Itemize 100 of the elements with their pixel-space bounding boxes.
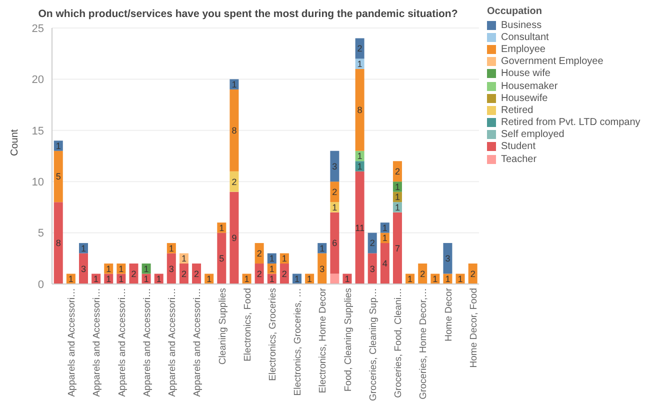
- bar: [330, 212, 340, 274]
- data-label: 11: [355, 222, 364, 233]
- x-tick-label: Apparels and Accessori…: [142, 288, 153, 397]
- data-label: 2: [357, 44, 362, 54]
- x-tick-label: Electronics, Groceries: [268, 288, 279, 381]
- data-label: 3: [80, 264, 86, 274]
- data-label: 2: [194, 268, 200, 279]
- x-tick-label: Apparels and Accessori…: [116, 288, 128, 397]
- data-label: 2: [282, 268, 287, 279]
- data-label: 1: [458, 274, 463, 284]
- data-label: 1: [232, 80, 237, 90]
- data-label: 8: [357, 105, 362, 116]
- data-label: 5: [56, 172, 61, 182]
- data-label: 1: [408, 274, 413, 284]
- y-tick-label: 25: [32, 22, 44, 35]
- data-label: 7: [394, 243, 400, 254]
- data-label: 1: [432, 274, 438, 284]
- data-label: 1: [168, 243, 174, 254]
- data-label: 1: [106, 274, 112, 284]
- data-label: 3: [445, 254, 450, 264]
- bar: [230, 89, 239, 172]
- y-tick-label: 15: [32, 125, 44, 138]
- x-tick-label: Groceries, Food, Cleani…: [393, 288, 404, 398]
- legend-title: Occupation: [487, 6, 544, 17]
- x-tick-label: Apparels and Accessori…: [92, 288, 103, 397]
- data-label: 9: [232, 233, 237, 244]
- data-label: 1: [106, 264, 112, 274]
- data-label: 1: [382, 233, 388, 244]
- x-tick-label: Home Decor, Food: [468, 288, 480, 368]
- data-label: 1: [206, 274, 212, 284]
- y-tick-label: 20: [32, 74, 44, 86]
- data-label: 8: [232, 126, 237, 136]
- data-label: 1: [307, 274, 312, 284]
- bar: [217, 232, 226, 284]
- data-label: 2: [256, 248, 262, 258]
- y-tick-label: 5: [38, 228, 44, 240]
- legend-label: Business: [501, 20, 542, 31]
- bar: [54, 150, 63, 202]
- data-label: 1: [269, 274, 274, 284]
- data-label: 1: [94, 274, 99, 284]
- data-label: 1: [294, 274, 300, 284]
- bar: [380, 243, 390, 284]
- x-tick-label: Cleaning Supplies: [217, 288, 228, 365]
- x-tick-label: Groceries, Cleaning Sup…: [368, 288, 379, 401]
- x-tick-label: Groceries, Home Decor,…: [418, 288, 430, 400]
- legend-label: Teacher: [501, 154, 537, 165]
- data-label: 6: [332, 238, 338, 248]
- legend-label: Student: [501, 141, 536, 152]
- data-label: 3: [320, 264, 325, 274]
- x-tick-label: Electronics, Groceries, …: [292, 288, 304, 396]
- legend-label: Consultant: [501, 32, 549, 43]
- data-label: 1: [320, 243, 325, 254]
- bar: [355, 68, 364, 151]
- x-tick-label: Electronics, Home Decor: [318, 288, 329, 394]
- data-label: 1: [357, 151, 362, 162]
- bar: [330, 182, 340, 202]
- data-label: 1: [394, 202, 400, 212]
- legend-label: Housewife: [501, 92, 548, 104]
- bar: [392, 161, 402, 182]
- x-tick-label: Apparels and Accessori…: [167, 288, 178, 397]
- chart-title: On which product/services have you spent the most during the pandemic situation?: [37, 8, 459, 20]
- data-label: 3: [332, 161, 338, 172]
- data-label: 2: [256, 268, 262, 279]
- x-tick-label: Apparels and Accessori…: [192, 288, 204, 397]
- data-label: 2: [470, 268, 476, 279]
- data-label: 3: [370, 264, 375, 274]
- data-label: 1: [144, 264, 149, 274]
- bar: [330, 274, 340, 284]
- legend-label: Self employed: [501, 129, 564, 140]
- data-label: 2: [181, 268, 186, 279]
- bar: [230, 171, 239, 192]
- data-label: 1: [282, 254, 287, 264]
- legend-label: Employee: [501, 44, 546, 55]
- bar: [368, 232, 377, 254]
- data-label: 8: [56, 238, 61, 248]
- x-tick-label: Electronics, Food: [242, 288, 254, 362]
- data-label: 4: [382, 258, 388, 269]
- y-tick-label: 10: [32, 176, 44, 189]
- data-label: 1: [357, 59, 362, 70]
- data-label: 2: [370, 238, 375, 248]
- bar: [230, 192, 239, 284]
- legend-label: House wife: [501, 68, 550, 80]
- data-label: 1: [181, 254, 186, 264]
- data-label: 1: [156, 274, 162, 284]
- legend-label: Retired: [501, 104, 534, 116]
- data-label: 1: [144, 274, 149, 284]
- y-tick-label: 0: [38, 278, 44, 291]
- bar: [166, 253, 176, 284]
- bar: [254, 243, 264, 264]
- bar: [54, 202, 63, 284]
- bar: [330, 150, 340, 182]
- bar: [318, 253, 327, 284]
- y-axis-title: Count: [10, 129, 21, 156]
- legend-label: Retired from Pvt. LTD company: [501, 117, 640, 128]
- data-label: 1: [80, 243, 86, 254]
- data-label: 1: [118, 274, 124, 284]
- data-label: 2: [131, 268, 136, 279]
- data-label: 1: [269, 254, 274, 264]
- data-label: 1: [357, 161, 362, 172]
- data-label: 1: [332, 202, 338, 212]
